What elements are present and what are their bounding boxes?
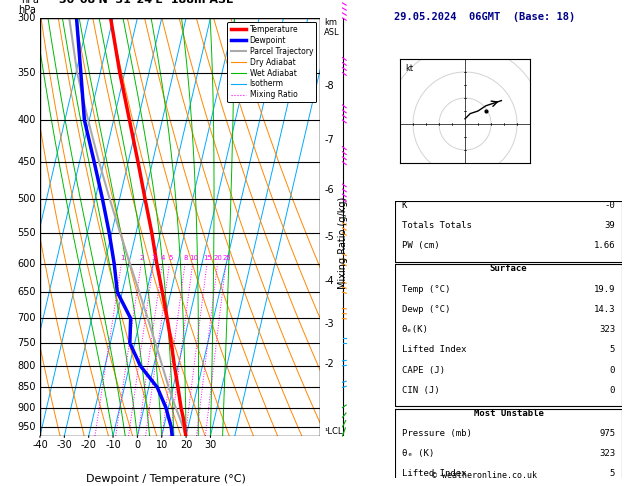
Text: -5: -5 xyxy=(324,232,334,242)
Text: -0: -0 xyxy=(604,201,615,210)
Text: 3: 3 xyxy=(152,255,157,261)
Text: ¹LCL: ¹LCL xyxy=(324,427,343,436)
Text: 10: 10 xyxy=(189,255,198,261)
Text: -40: -40 xyxy=(32,440,48,450)
Text: km
ASL: km ASL xyxy=(324,18,340,37)
Text: 29.05.2024  06GMT  (Base: 18): 29.05.2024 06GMT (Base: 18) xyxy=(394,12,575,22)
Text: Mixing Ratio (g/kg): Mixing Ratio (g/kg) xyxy=(338,197,348,289)
Text: 8: 8 xyxy=(184,255,188,261)
Text: 10: 10 xyxy=(155,440,168,450)
Text: 350: 350 xyxy=(18,68,36,78)
Text: -20: -20 xyxy=(81,440,97,450)
Text: 650: 650 xyxy=(18,287,36,297)
Text: 1.66: 1.66 xyxy=(594,242,615,250)
Text: -2: -2 xyxy=(324,359,334,368)
Text: 15: 15 xyxy=(203,255,212,261)
Text: Dewp (°C): Dewp (°C) xyxy=(402,305,450,314)
Text: 20: 20 xyxy=(214,255,223,261)
Text: Dewpoint / Temperature (°C): Dewpoint / Temperature (°C) xyxy=(86,474,246,484)
Text: 0: 0 xyxy=(135,440,140,450)
Text: -6: -6 xyxy=(324,185,334,195)
Text: 450: 450 xyxy=(18,157,36,167)
Text: CIN (J): CIN (J) xyxy=(402,386,440,395)
Text: -4: -4 xyxy=(324,276,334,286)
Text: -30: -30 xyxy=(57,440,72,450)
Text: hPa: hPa xyxy=(21,0,39,5)
Text: 14.3: 14.3 xyxy=(594,305,615,314)
Text: 2: 2 xyxy=(140,255,144,261)
Text: 323: 323 xyxy=(599,449,615,458)
Text: Temp (°C): Temp (°C) xyxy=(402,285,450,294)
Text: 5: 5 xyxy=(610,469,615,478)
Text: 750: 750 xyxy=(17,338,36,348)
Text: 700: 700 xyxy=(18,313,36,324)
Text: 39: 39 xyxy=(604,221,615,230)
Text: 900: 900 xyxy=(18,402,36,413)
Text: Pressure (mb): Pressure (mb) xyxy=(402,429,472,438)
Text: 850: 850 xyxy=(18,382,36,392)
Text: Totals Totals: Totals Totals xyxy=(402,221,472,230)
Text: 323: 323 xyxy=(599,325,615,334)
Text: 975: 975 xyxy=(599,429,615,438)
Text: -8: -8 xyxy=(324,81,334,90)
Text: 20: 20 xyxy=(180,440,192,450)
Text: 5: 5 xyxy=(610,346,615,354)
Text: θₑ(K): θₑ(K) xyxy=(402,325,429,334)
Text: kt: kt xyxy=(405,64,413,73)
Text: 800: 800 xyxy=(18,361,36,371)
Text: 30: 30 xyxy=(204,440,216,450)
Text: 25: 25 xyxy=(222,255,231,261)
Text: K: K xyxy=(402,201,407,210)
Text: 30°08'N  31°24'E  188m ASL: 30°08'N 31°24'E 188m ASL xyxy=(59,0,233,5)
Text: © weatheronline.co.uk: © weatheronline.co.uk xyxy=(432,470,537,480)
Text: 500: 500 xyxy=(18,194,36,204)
Text: 550: 550 xyxy=(17,228,36,238)
Text: Lifted Index: Lifted Index xyxy=(402,469,466,478)
Text: 5: 5 xyxy=(168,255,172,261)
Text: 1: 1 xyxy=(120,255,125,261)
Text: 300: 300 xyxy=(18,13,36,23)
Text: PW (cm): PW (cm) xyxy=(402,242,440,250)
Text: Surface: Surface xyxy=(490,264,527,274)
Text: hPa: hPa xyxy=(18,5,36,15)
Text: 0: 0 xyxy=(610,386,615,395)
Text: -7: -7 xyxy=(324,135,334,145)
Text: 19.9: 19.9 xyxy=(594,285,615,294)
Text: θₑ (K): θₑ (K) xyxy=(402,449,434,458)
Text: 4: 4 xyxy=(161,255,165,261)
Text: 400: 400 xyxy=(18,115,36,125)
Text: -3: -3 xyxy=(324,318,334,329)
Text: 0: 0 xyxy=(610,365,615,375)
Text: Lifted Index: Lifted Index xyxy=(402,346,466,354)
Text: Most Unstable: Most Unstable xyxy=(474,409,543,418)
Text: 600: 600 xyxy=(18,259,36,269)
Legend: Temperature, Dewpoint, Parcel Trajectory, Dry Adiabat, Wet Adiabat, Isotherm, Mi: Temperature, Dewpoint, Parcel Trajectory… xyxy=(228,22,316,103)
Text: CAPE (J): CAPE (J) xyxy=(402,365,445,375)
Text: 950: 950 xyxy=(18,422,36,432)
Text: -10: -10 xyxy=(105,440,121,450)
